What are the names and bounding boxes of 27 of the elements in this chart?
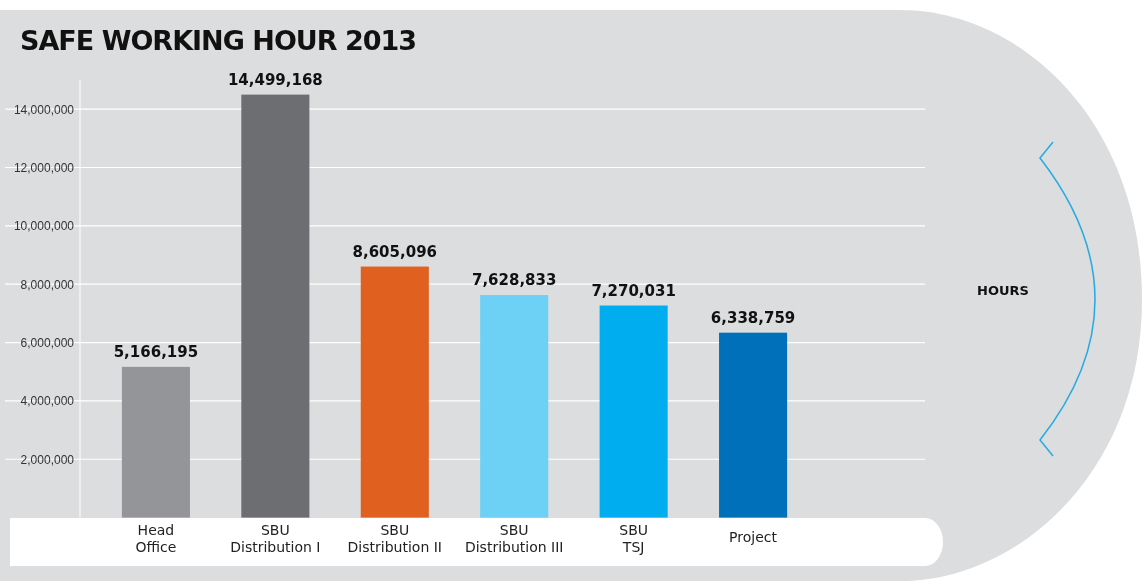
data-label: 7,628,833 xyxy=(471,271,557,290)
data-label: 8,605,096 xyxy=(352,242,438,261)
bar xyxy=(480,295,549,518)
data-label: 6,338,759 xyxy=(710,308,796,327)
x-tick-label: SBU Distribution III xyxy=(464,522,564,555)
y-tick-label: 12,000,000 xyxy=(13,160,75,175)
bar xyxy=(719,332,788,518)
y-tick-label: 2,000,000 xyxy=(20,452,75,467)
y-tick-label: 6,000,000 xyxy=(20,335,75,350)
x-tick-label: SBU TSJ xyxy=(619,522,649,555)
bar xyxy=(241,94,310,518)
chart-title: SAFE WORKING HOUR 2013 xyxy=(20,25,417,56)
bar xyxy=(599,305,668,518)
data-label: 5,166,195 xyxy=(113,342,199,361)
bar xyxy=(121,366,190,518)
data-label: 14,499,168 xyxy=(227,70,323,89)
x-tick-label: Head Office xyxy=(135,522,177,555)
x-tick-label: Project xyxy=(729,529,778,545)
y-tick-label: 4,000,000 xyxy=(20,394,75,409)
y-tick-label: 14,000,000 xyxy=(13,102,75,117)
x-tick-label: SBU Distribution II xyxy=(347,522,442,555)
bar xyxy=(360,266,429,518)
data-label: 7,270,031 xyxy=(591,281,676,300)
y-tick-label: 8,000,000 xyxy=(20,277,75,292)
x-tick-label: SBU Distribution I xyxy=(230,522,321,555)
text: HOURS xyxy=(977,283,1029,298)
y-tick-label: 10,000,000 xyxy=(13,219,75,234)
